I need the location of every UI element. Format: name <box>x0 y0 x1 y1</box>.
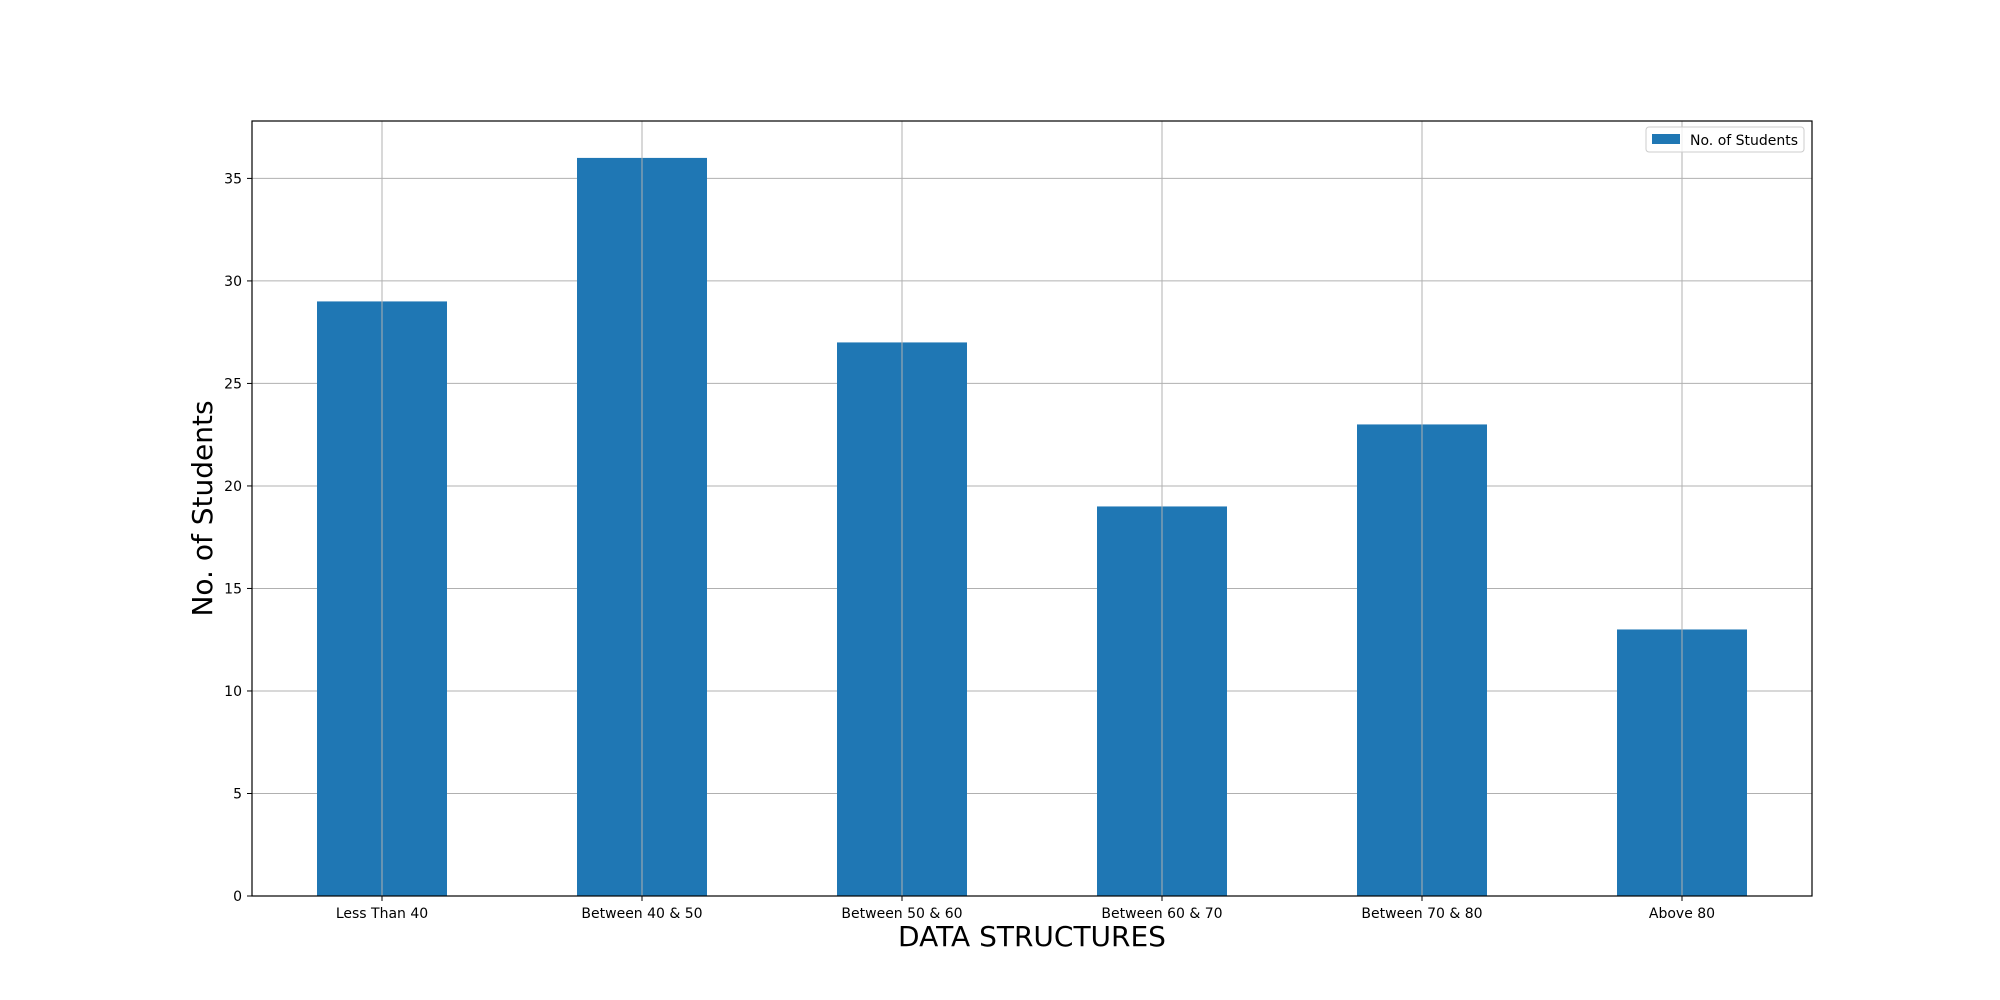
legend-box <box>1645 126 1805 153</box>
y-tick-label: 5 <box>233 786 242 802</box>
x-tick-label: Between 60 & 70 <box>1101 906 1222 922</box>
y-tick-label: 0 <box>233 889 242 905</box>
y-tick-layer: 0 5 10 15 20 25 30 35 <box>224 171 252 905</box>
legend-label: No. of Students <box>1690 133 1798 149</box>
y-axis-title: No. of Students <box>186 400 219 616</box>
y-tick-label: 35 <box>224 171 242 187</box>
grid-layer <box>252 177 1812 897</box>
x-axis-title: DATA STRUCTURES <box>898 920 1166 953</box>
x-tick-label: Between 50 & 60 <box>841 906 962 922</box>
y-tick-label: 15 <box>224 581 242 597</box>
y-tick-label: 10 <box>224 684 242 700</box>
x-tick-label: Above 80 <box>1649 906 1715 922</box>
y-tick-label: 20 <box>224 479 242 495</box>
legend-swatch <box>1652 134 1680 144</box>
bar-layer <box>317 157 1747 896</box>
x-tick-label: Between 40 & 50 <box>581 906 702 922</box>
x-tick-label: Between 70 & 80 <box>1361 906 1482 922</box>
y-tick-label: 30 <box>224 274 242 290</box>
plot-frame <box>251 120 1813 897</box>
x-tick-label: Less Than 40 <box>336 906 428 922</box>
y-tick-label: 25 <box>224 376 242 392</box>
x-tick-layer: Less Than 40 Between 40 & 50 Between 50 & … <box>336 896 1715 922</box>
vertical-grid-layer <box>381 121 1683 896</box>
legend: No. of Students <box>1645 126 1805 153</box>
